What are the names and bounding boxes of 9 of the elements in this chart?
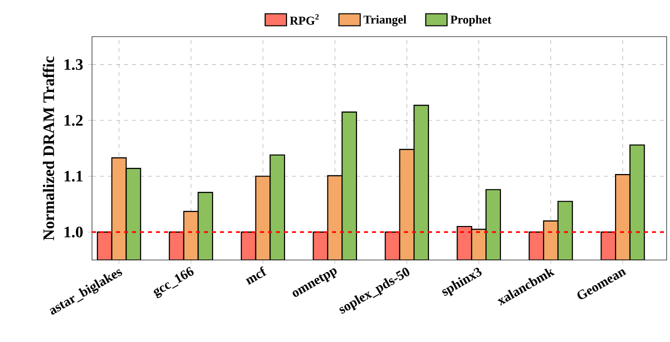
y-axis-title: Normalized DRAM Traffic — [42, 56, 54, 240]
legend-label: RPG$^{2}$ — [290, 14, 319, 25]
legend-label: Triangel — [364, 15, 406, 26]
y-tick-label: 1.2 — [64, 114, 83, 126]
legend-label: Prophet — [450, 15, 492, 26]
y-tick-label: 1.1 — [64, 170, 82, 182]
x-tick-label: mcf — [246, 266, 267, 285]
y-tick-label: 1.0 — [64, 226, 83, 238]
y-tick-label: 1.3 — [64, 59, 83, 70]
